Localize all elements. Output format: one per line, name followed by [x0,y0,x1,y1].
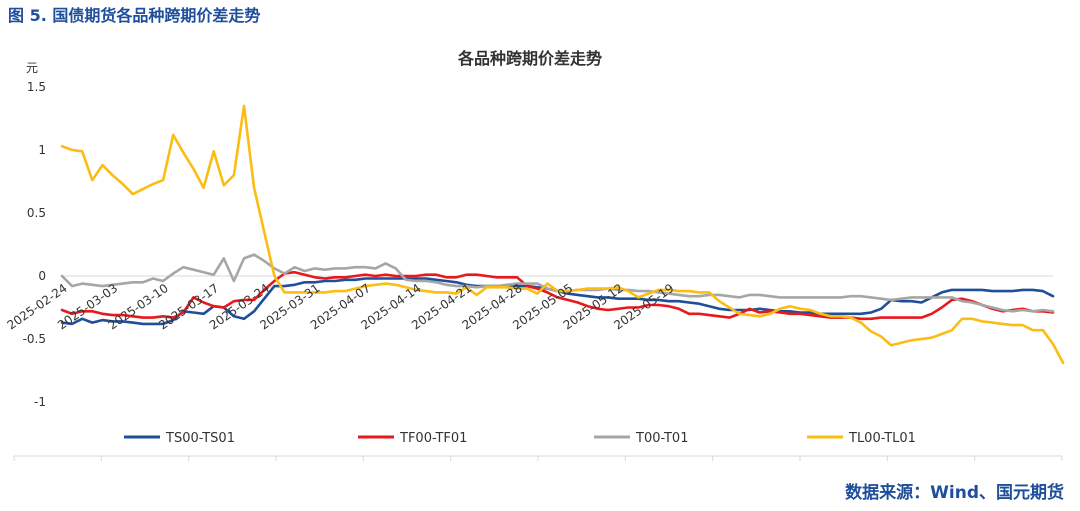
y-axis-unit: 元 [26,61,38,75]
y-tick-label: -0.5 [23,332,46,346]
legend-label: TL00-TL01 [848,431,916,446]
legend-label: TS00-TS01 [165,431,235,446]
figure-title: 图 5. 国债期货各品种跨期价差走势 [8,6,261,25]
outer-axis [13,455,1063,461]
x-axis-ticks: 2025-02-242025-03-032025-03-102025-03-17… [5,281,677,332]
y-axis-ticks: -1 -0.5 0 0.5 1 1.5 [23,80,46,409]
y-tick-label: -1 [34,395,46,409]
data-source-note: 数据来源：Wind、国元期货 [845,483,1064,503]
spread-chart: 各品种跨期价差走势 元 -1 -0.5 0 0.5 1 1.5 2025-02-24202… [5,49,1065,461]
y-tick-label: 1 [38,143,46,157]
series-line-tl00-tl01 [60,104,1065,365]
legend-label: TF00-TF01 [399,431,467,446]
legend-label: T00-T01 [635,431,688,446]
legend: TS00-TS01 TF00-TF01 T00-T01 TL00-TL01 [124,431,916,446]
series-lines [60,104,1065,365]
chart-title: 各品种跨期价差走势 [457,49,602,68]
y-tick-label: 0 [38,269,46,283]
y-tick-label: 1.5 [27,80,46,94]
series-line-tf00-tf01 [60,270,1055,321]
y-tick-label: 0.5 [27,206,46,220]
